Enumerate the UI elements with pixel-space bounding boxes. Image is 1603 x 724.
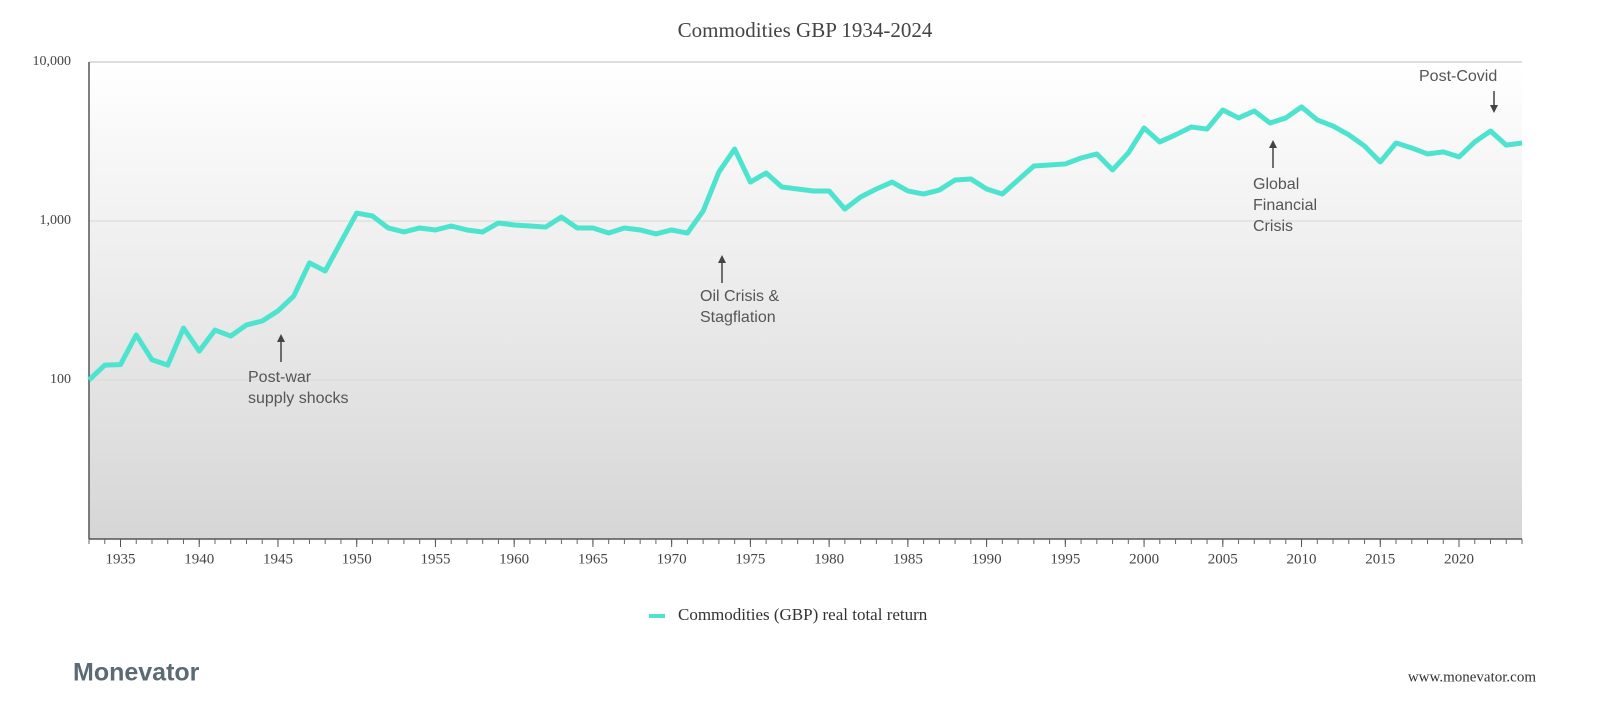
annotation: Post-war [248, 369, 312, 386]
x-tick-label: 1945 [263, 551, 293, 567]
x-tick-label: 1980 [814, 551, 844, 567]
x-tick-label: 2005 [1208, 551, 1238, 567]
source-url: www.monevator.com [1408, 669, 1536, 685]
x-tick-label: 2010 [1287, 551, 1317, 567]
x-tick-label: 1950 [342, 551, 372, 567]
x-tick-label: 1940 [184, 551, 214, 567]
x-tick-label: 2000 [1129, 551, 1159, 567]
x-tick-label: 1975 [735, 551, 765, 567]
plot-area [89, 62, 1522, 539]
annotation: Post-Covid [1419, 68, 1497, 85]
arrow-head [1269, 140, 1277, 148]
x-tick-label: 1990 [972, 551, 1002, 567]
x-tick-label: 1960 [499, 551, 529, 567]
y-tick-label: 1,000 [40, 213, 72, 228]
arrow-head [1490, 105, 1498, 113]
y-tick-label: 100 [50, 372, 71, 387]
x-tick-label: 1985 [893, 551, 923, 567]
x-tick-label: 1955 [420, 551, 450, 567]
x-tick-label: 1935 [105, 551, 135, 567]
annotation: Financial [1253, 197, 1317, 214]
annotation: Crisis [1253, 218, 1293, 235]
annotation: Oil Crisis & [700, 288, 779, 305]
logo: Monevator [73, 659, 200, 687]
arrow-head [718, 255, 726, 263]
x-tick-label: 2020 [1444, 551, 1474, 567]
arrow-head [277, 334, 285, 342]
legend-label: Commodities (GBP) real total return [678, 605, 928, 624]
annotation: Global [1253, 176, 1299, 193]
annotation: Stagflation [700, 309, 776, 326]
x-tick-label: 1995 [1050, 551, 1080, 567]
annotation: supply shocks [248, 390, 349, 407]
x-tick-label: 1970 [657, 551, 687, 567]
y-tick-label: 10,000 [33, 54, 72, 69]
x-tick-label: 1965 [578, 551, 608, 567]
chart-title: Commodities GBP 1934-2024 [678, 18, 933, 42]
x-tick-label: 2015 [1365, 551, 1395, 567]
data-line [87, 104, 1523, 382]
